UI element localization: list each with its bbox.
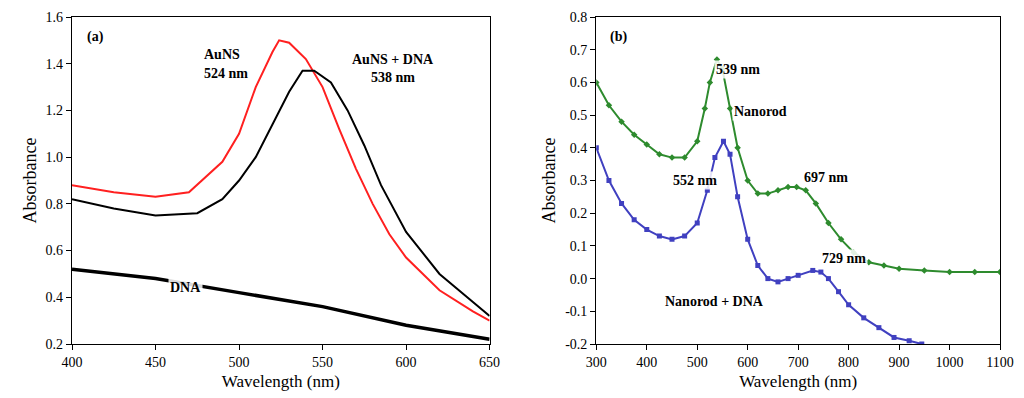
svg-text:1000: 1000 bbox=[936, 355, 964, 370]
svg-text:600: 600 bbox=[396, 355, 417, 370]
svg-text:(a): (a) bbox=[87, 29, 104, 45]
svg-text:400: 400 bbox=[62, 355, 83, 370]
svg-text:538 nm: 538 nm bbox=[371, 70, 415, 85]
svg-text:0.2: 0.2 bbox=[46, 337, 64, 352]
svg-text:Nanorod + DNA: Nanorod + DNA bbox=[665, 294, 764, 309]
svg-text:0.5: 0.5 bbox=[570, 108, 588, 123]
svg-text:(b): (b) bbox=[610, 29, 627, 45]
svg-text:AuNS + DNA: AuNS + DNA bbox=[352, 52, 434, 67]
svg-text:0.8: 0.8 bbox=[46, 197, 64, 212]
svg-text:1100: 1100 bbox=[986, 355, 1013, 370]
svg-text:-0.2: -0.2 bbox=[565, 337, 587, 352]
svg-text:450: 450 bbox=[145, 355, 166, 370]
svg-text:500: 500 bbox=[229, 355, 250, 370]
svg-text:524 nm: 524 nm bbox=[204, 66, 248, 81]
svg-text:Absorbance: Absorbance bbox=[539, 138, 559, 224]
svg-text:Absorbance: Absorbance bbox=[20, 138, 40, 224]
svg-text:697 nm: 697 nm bbox=[804, 170, 848, 185]
svg-text:1.0: 1.0 bbox=[46, 150, 64, 165]
svg-text:1.4: 1.4 bbox=[46, 57, 64, 72]
svg-text:1.2: 1.2 bbox=[46, 103, 64, 118]
svg-text:0.1: 0.1 bbox=[570, 239, 588, 254]
svg-text:400: 400 bbox=[636, 355, 657, 370]
svg-text:0.2: 0.2 bbox=[570, 206, 588, 221]
svg-text:1.6: 1.6 bbox=[46, 10, 64, 25]
svg-text:Nanorod: Nanorod bbox=[734, 104, 787, 119]
svg-text:550: 550 bbox=[312, 355, 333, 370]
svg-text:DNA: DNA bbox=[170, 280, 201, 295]
svg-text:-0.1: -0.1 bbox=[565, 304, 587, 319]
svg-text:552 nm: 552 nm bbox=[673, 173, 717, 188]
svg-text:500: 500 bbox=[687, 355, 708, 370]
svg-text:800: 800 bbox=[838, 355, 859, 370]
svg-text:AuNS: AuNS bbox=[204, 47, 240, 62]
svg-text:700: 700 bbox=[788, 355, 809, 370]
svg-text:0.6: 0.6 bbox=[570, 75, 588, 90]
svg-text:0.0: 0.0 bbox=[570, 272, 588, 287]
svg-text:0.4: 0.4 bbox=[570, 141, 588, 156]
svg-text:0.8: 0.8 bbox=[570, 10, 588, 25]
svg-text:Wavelength (nm): Wavelength (nm) bbox=[739, 372, 857, 391]
svg-text:539 nm: 539 nm bbox=[716, 62, 760, 77]
svg-text:0.6: 0.6 bbox=[46, 243, 64, 258]
svg-text:0.7: 0.7 bbox=[570, 43, 588, 58]
svg-text:729 nm: 729 nm bbox=[822, 251, 866, 266]
svg-text:0.3: 0.3 bbox=[570, 173, 588, 188]
svg-text:300: 300 bbox=[586, 355, 607, 370]
svg-text:Wavelength (nm): Wavelength (nm) bbox=[222, 372, 340, 391]
svg-text:650: 650 bbox=[479, 355, 500, 370]
svg-text:0.4: 0.4 bbox=[46, 290, 64, 305]
svg-text:900: 900 bbox=[889, 355, 910, 370]
svg-text:600: 600 bbox=[737, 355, 758, 370]
